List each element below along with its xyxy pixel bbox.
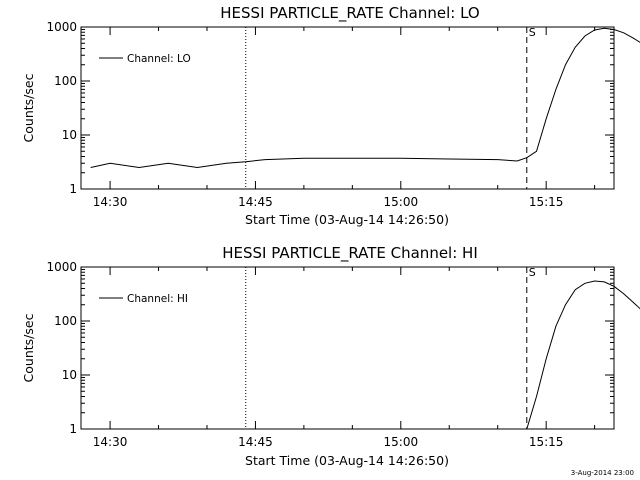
x-axis-label: Start Time (03-Aug-14 14:26:50) [245,212,449,227]
x-tick-label: 15:00 [384,435,419,449]
marker-label-s: S [529,266,536,279]
plot-frame [80,26,615,190]
y-tick-label: 1 [69,422,77,436]
plot-frame [80,266,615,430]
y-tick-label: 1000 [46,20,77,34]
x-tick-label: 14:45 [238,195,273,209]
panel-channel-lo: HESSI PARTICLE_RATE Channel: LO Counts/s… [21,4,640,227]
panel-channel-hi: HESSI PARTICLE_RATE Channel: HI Counts/s… [21,244,640,468]
legend-label: Channel: HI [127,293,188,305]
chart-title: HESSI PARTICLE_RATE Channel: HI [222,244,478,263]
x-tick-label: 14:30 [93,435,128,449]
chart-title: HESSI PARTICLE_RATE Channel: LO [220,4,479,23]
x-tick-label: 14:30 [93,195,128,209]
x-tick-label: 15:15 [529,195,564,209]
y-tick-label: 1000 [46,260,77,274]
x-tick-label: 15:00 [384,195,419,209]
y-tick-label: 1 [69,182,77,196]
legend-label: Channel: LO [127,53,191,65]
x-tick-label: 15:15 [529,435,564,449]
series-line [90,27,640,169]
y-axis-label: Counts/sec [21,313,36,382]
y-tick-label: 100 [54,314,77,328]
y-axis-label: Counts/sec [21,73,36,142]
chart-dynamic-layer: 14:3014:4515:0015:1515:3015:4516:0011010… [46,260,640,449]
y-tick-label: 10 [62,368,77,382]
y-tick-label: 100 [54,74,77,88]
series-line [526,280,640,430]
y-tick-label: 10 [62,128,77,142]
x-axis-label: Start Time (03-Aug-14 14:26:50) [245,453,449,468]
chart-dynamic-layer: 14:3014:4515:0015:1515:3015:4516:0011010… [46,20,640,209]
footer-timestamp: 3-Aug-2014 23:00 [571,469,634,477]
x-tick-label: 14:45 [238,435,273,449]
marker-label-s: S [529,26,536,39]
